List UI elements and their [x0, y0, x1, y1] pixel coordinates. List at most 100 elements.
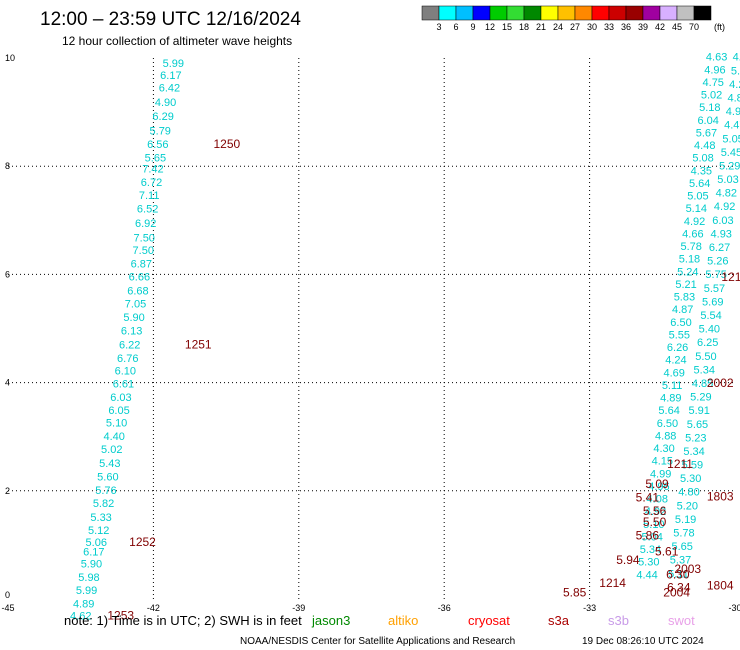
time-label: 5.85 [563, 585, 587, 599]
colorbar-swatch [472, 5, 491, 21]
wave-height-point: 6.03 [712, 215, 733, 227]
x-tick-label: -39 [292, 603, 305, 613]
wave-height-point: 6.29 [152, 111, 173, 123]
wave-height-point: 6.50 [670, 317, 691, 329]
colorbar-swatch [693, 5, 712, 21]
y-tick-label: 0 [5, 590, 10, 600]
source-legend: jason3 altiko cryosat s3a s3b swot [311, 613, 695, 628]
wave-height-point: 6.72 [141, 177, 162, 189]
wave-height-point: 5.33 [90, 512, 111, 524]
colorbar-swatch [540, 5, 559, 21]
wave-height-point: 6.17 [83, 547, 104, 559]
colorbar-label: 42 [655, 22, 665, 32]
wave-height-point: 4.66 [682, 228, 703, 240]
wave-height-point: 4.92 [714, 201, 735, 213]
note-text: note: 1) Time is in UTC; 2) SWH is in fe… [64, 613, 302, 628]
colorbar-label: 39 [638, 22, 648, 32]
wave-height-point: 5.30 [680, 473, 701, 485]
wave-height-point: 5.91 [688, 405, 709, 417]
wave-height-point: 4.85 [692, 378, 713, 390]
wave-height-point: 5.76 [95, 485, 116, 497]
time-label: 5.61 [655, 545, 679, 559]
wave-height-point: 4.62 [70, 611, 91, 623]
wave-height-point: 5.60 [97, 472, 118, 484]
wave-height-point: 5.67 [696, 127, 717, 139]
wave-height-point: 5.37 [670, 555, 691, 567]
time-label: 5.56 [643, 504, 667, 518]
wave-height-point: 6.22 [119, 340, 140, 352]
colorbar-label: 9 [470, 22, 475, 32]
wave-height-point: 7.50 [134, 232, 155, 244]
wave-height-point: 5.06 [86, 537, 107, 549]
y-tick-label: 6 [5, 269, 10, 279]
legend-item-jason3: jason3 [311, 613, 350, 628]
y-tick-label: 10 [5, 53, 15, 63]
wave-height-point: 5.34 [694, 364, 715, 376]
colorbar-swatch [438, 5, 457, 21]
wave-height-point: 6.76 [117, 353, 138, 365]
wave-height-point: 4.92 [684, 216, 705, 228]
wave-height-point: 5.29 [719, 160, 740, 172]
wave-height-point: 5.65 [145, 152, 166, 164]
wave-height-point: 6.52 [137, 204, 158, 216]
plot-area: -45 -42 -39 -36 -33 -3002468105.996.176.424.9… [1, 52, 740, 623]
wave-height-point: 4.87 [672, 304, 693, 316]
colorbar-label: 36 [621, 22, 631, 32]
colorbar-label: 24 [553, 22, 563, 32]
wave-height-point: 4.99 [650, 468, 671, 480]
colorbar-swatch [506, 5, 525, 21]
wave-height-point: 5.98 [78, 572, 99, 584]
wave-height-point: 5.99 [163, 58, 184, 70]
wave-height-point: 5.02 [101, 444, 122, 456]
wave-height-point: 6.56 [147, 139, 168, 151]
colorbar-swatch [489, 5, 508, 21]
time-label: 1251 [185, 338, 212, 352]
wave-height-point: 6.05 [108, 405, 129, 417]
wave-height-point: 4.24 [665, 355, 686, 367]
wave-height-point: 6.13 [121, 325, 142, 337]
wave-height-point: 5.18 [679, 254, 700, 266]
colorbar-swatch [608, 5, 627, 21]
colorbar-swatch [557, 5, 576, 21]
wave-height-point: 5.43 [99, 458, 120, 470]
time-label: 5.41 [636, 491, 660, 505]
colorbar-swatch [455, 5, 474, 21]
wave-height-point: 5.18 [699, 102, 720, 114]
wave-height-point: 7.11 [139, 190, 160, 202]
wave-height-point: 6.04 [697, 115, 718, 127]
time-label: 6.30 [666, 567, 690, 581]
colorbar-label: 21 [536, 22, 546, 32]
wave-height-point: 5.65 [672, 541, 693, 553]
wave-height-point: 4.96 [704, 64, 725, 76]
wave-height-point: 6.92 [135, 218, 156, 230]
wave-height-point: 5.03 [717, 174, 738, 186]
wave-height-point: 5.64 [689, 178, 710, 190]
time-label: 2003 [674, 562, 701, 576]
wave-height-point: 4.15 [652, 456, 673, 468]
colorbar-label: 18 [519, 22, 529, 32]
time-label: 1211 [721, 270, 740, 284]
wave-height-point: 4.47 [724, 120, 740, 132]
wave-height-point: 5.05 [687, 191, 708, 203]
legend-item-altiko: altiko [388, 613, 418, 628]
colorbar-swatch [676, 5, 695, 21]
legend-item-swot: swot [668, 613, 695, 628]
y-tick-label: 8 [5, 161, 10, 171]
x-tick-label: -30 [728, 603, 740, 613]
colorbar-label: 6 [453, 22, 458, 32]
wave-height-point: 5.34 [683, 446, 704, 458]
colorbar-swatch [421, 5, 440, 21]
footer-timestamp: 19 Dec 08:26:10 UTC 2024 [582, 636, 704, 647]
wave-height-point: 5.23 [685, 432, 706, 444]
wave-height-point: 7.42 [142, 164, 163, 176]
wave-height-point: 4.64 [733, 52, 740, 64]
colorbar-swatch [574, 5, 593, 21]
time-label: 1804 [707, 578, 734, 592]
time-label: 2002 [707, 376, 734, 390]
wave-height-point: 6.26 [667, 342, 688, 354]
wave-height-point: 7.50 [133, 245, 154, 257]
wave-height-point: 5.90 [123, 312, 144, 324]
wave-height-point: 6.03 [110, 392, 131, 404]
colorbar-swatch [659, 5, 678, 21]
time-label: 1250 [213, 137, 240, 151]
